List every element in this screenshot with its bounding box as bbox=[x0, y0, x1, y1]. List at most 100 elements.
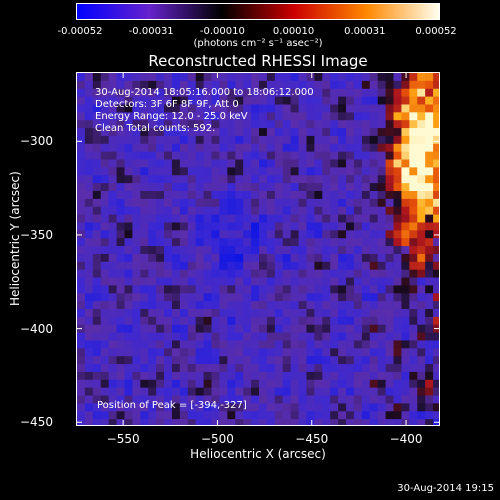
heatmap-cell bbox=[290, 151, 300, 161]
heatmap-cell bbox=[140, 73, 149, 82]
heatmap-cell bbox=[219, 128, 228, 137]
heatmap-cell bbox=[219, 143, 228, 153]
heatmap-cell bbox=[298, 246, 307, 255]
heatmap-cell bbox=[84, 419, 94, 425]
heatmap-cell bbox=[179, 88, 189, 98]
heatmap-cell bbox=[393, 348, 402, 357]
heatmap-cell bbox=[235, 340, 244, 349]
heatmap-cell bbox=[322, 96, 331, 105]
heatmap-cell bbox=[116, 222, 125, 231]
heatmap-cell bbox=[243, 151, 252, 161]
heatmap-cell bbox=[203, 88, 213, 98]
heatmap-cell bbox=[393, 143, 402, 153]
heatmap-cell bbox=[425, 230, 434, 239]
heatmap-cell bbox=[306, 143, 315, 153]
heatmap-cell bbox=[251, 120, 260, 129]
heatmap-cell bbox=[77, 261, 86, 271]
heatmap-cell bbox=[338, 340, 347, 349]
heatmap-cell bbox=[314, 246, 323, 255]
heatmap-cell bbox=[266, 167, 276, 176]
heatmap-cell bbox=[393, 167, 402, 176]
heatmap-cell bbox=[203, 253, 213, 263]
heatmap-cell bbox=[171, 348, 181, 357]
heatmap-cell bbox=[369, 403, 379, 412]
heatmap-cell bbox=[361, 80, 371, 90]
heatmap-cell bbox=[425, 253, 434, 263]
heatmap-cell bbox=[346, 104, 355, 113]
heatmap-cell bbox=[203, 206, 213, 216]
heatmap-cell bbox=[330, 348, 339, 357]
heatmap-cell bbox=[251, 222, 260, 231]
heatmap-cell bbox=[401, 395, 410, 404]
heatmap-cell bbox=[108, 128, 118, 137]
heatmap-cell bbox=[393, 230, 402, 239]
heatmap-cell bbox=[409, 277, 418, 286]
heatmap-cell bbox=[211, 183, 220, 192]
heatmap-cell bbox=[203, 246, 213, 255]
heatmap-cell bbox=[124, 167, 133, 176]
heatmap-cell bbox=[409, 159, 418, 168]
heatmap-cell bbox=[369, 120, 379, 129]
heatmap-cell bbox=[243, 206, 252, 216]
x-tick-label: −550 bbox=[106, 432, 140, 446]
heatmap-cell bbox=[195, 301, 205, 310]
heatmap-cell bbox=[243, 230, 252, 239]
heatmap-cell bbox=[409, 246, 418, 255]
heatmap-cell bbox=[401, 96, 410, 105]
heatmap-cell bbox=[314, 364, 323, 373]
heatmap-cell bbox=[211, 214, 220, 223]
heatmap-cell bbox=[282, 151, 292, 161]
colorbar-tick-label: 0.00010 bbox=[272, 26, 315, 37]
heatmap-cell bbox=[140, 104, 149, 113]
clean-counts-text: Clean Total counts: 592. bbox=[95, 123, 216, 134]
heatmap-cell bbox=[346, 293, 355, 302]
heatmap-cell bbox=[377, 277, 387, 286]
heatmap-cell bbox=[409, 167, 418, 176]
heatmap-cell bbox=[84, 253, 94, 263]
heatmap-cell bbox=[211, 371, 220, 381]
heatmap-cell bbox=[266, 80, 276, 90]
heatmap-cell bbox=[179, 316, 189, 326]
heatmap-cell bbox=[203, 387, 213, 397]
heatmap-cell bbox=[132, 104, 141, 113]
heatmap-cell bbox=[227, 128, 236, 137]
heatmap-cell bbox=[132, 277, 141, 286]
peak-position-text: Position of Peak = [-394,-327] bbox=[97, 400, 247, 411]
heatmap-cell bbox=[211, 387, 220, 397]
heatmap-cell bbox=[353, 261, 363, 271]
heatmap-cell bbox=[393, 411, 402, 420]
heatmap-cell bbox=[346, 238, 355, 247]
heatmap-cell bbox=[100, 112, 110, 121]
heatmap-cell bbox=[164, 395, 173, 404]
heatmap-cell bbox=[401, 269, 410, 279]
heatmap-cell bbox=[156, 88, 165, 98]
heatmap-cell bbox=[77, 246, 86, 255]
heatmap-cell bbox=[116, 230, 125, 239]
heatmap-cell bbox=[346, 167, 355, 176]
heatmap-cell bbox=[385, 246, 395, 255]
heatmap-cell bbox=[369, 324, 379, 334]
heatmap-cell bbox=[369, 222, 379, 231]
heatmap-cell bbox=[187, 301, 197, 310]
heatmap-cell bbox=[251, 128, 260, 137]
heatmap-cell bbox=[353, 301, 363, 310]
heatmap-cell bbox=[219, 246, 228, 255]
heatmap-cell bbox=[322, 301, 331, 310]
heatmap-cell bbox=[187, 340, 197, 349]
heatmap-cell bbox=[306, 340, 315, 349]
heatmap-cell bbox=[409, 324, 418, 334]
heatmap-cell bbox=[235, 332, 244, 341]
heatmap-cell bbox=[306, 269, 315, 279]
heatmap-cell bbox=[353, 73, 363, 82]
heatmap-cell bbox=[148, 96, 157, 105]
heatmap-cell bbox=[171, 356, 181, 365]
heatmap-cell bbox=[330, 246, 339, 255]
heatmap-cell bbox=[132, 356, 141, 365]
heatmap-cell bbox=[361, 128, 371, 137]
heatmap-cell bbox=[116, 167, 125, 176]
heatmap-cell bbox=[108, 230, 118, 239]
heatmap-cell bbox=[393, 104, 402, 113]
heatmap-cell bbox=[322, 238, 331, 247]
heatmap-cell bbox=[77, 293, 86, 302]
heatmap-cell bbox=[314, 340, 323, 349]
